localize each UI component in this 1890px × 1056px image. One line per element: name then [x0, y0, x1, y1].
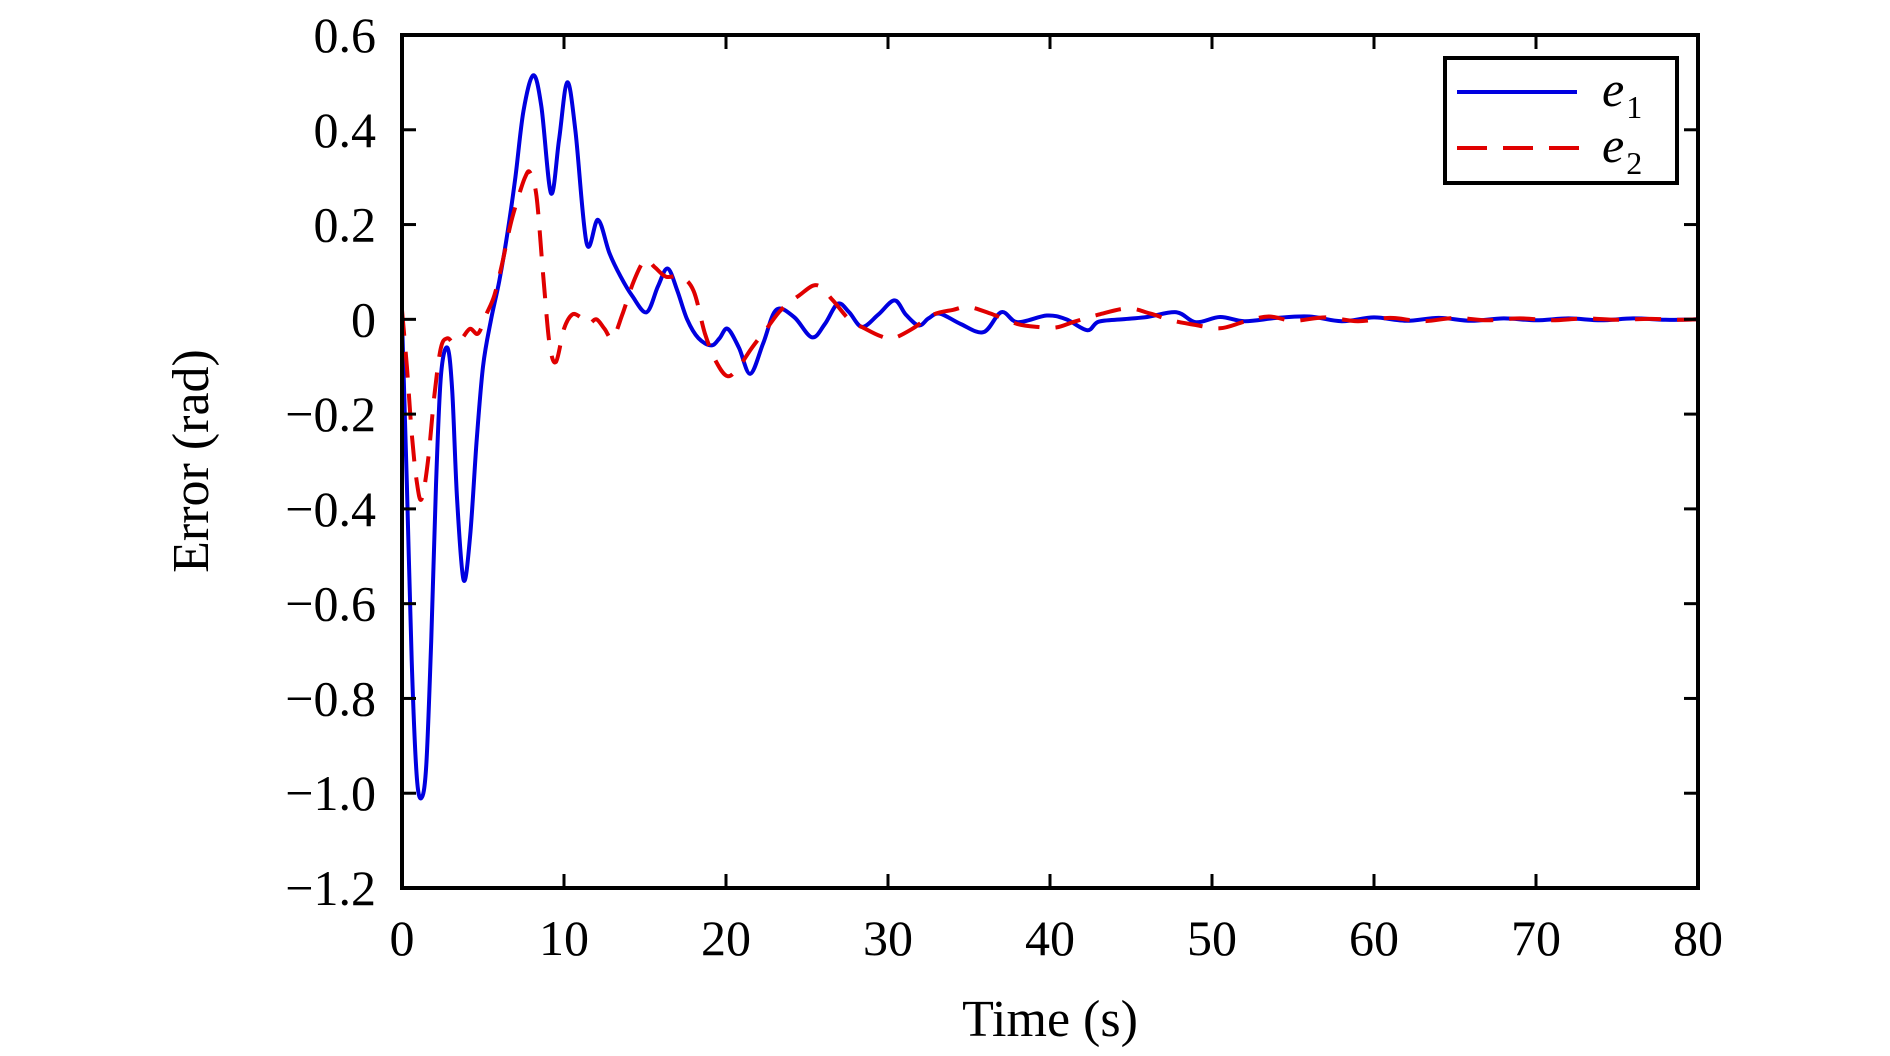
x-axis-label: Time (s)	[962, 991, 1138, 1048]
y-tick-label: 0.2	[314, 197, 377, 253]
legend-e2-label: e2	[1602, 117, 1642, 181]
x-tick-label: 50	[1187, 910, 1237, 966]
y-tick-label: −1.0	[285, 765, 376, 821]
x-tick-label: 80	[1673, 910, 1723, 966]
x-tick-label: 0	[390, 910, 415, 966]
legend: e1 e2	[1443, 56, 1679, 185]
x-tick-label: 40	[1025, 910, 1075, 966]
x-axis-ticks: 0 10 20 30 40 50 60 70 80	[390, 35, 1723, 966]
x-tick-label: 10	[539, 910, 589, 966]
y-tick-label: −0.8	[285, 670, 376, 726]
y-tick-label: −0.6	[285, 576, 376, 632]
y-tick-label: 0.4	[314, 102, 377, 158]
y-tick-label: −0.2	[285, 386, 376, 442]
y-tick-label: 0.6	[314, 7, 377, 63]
x-tick-label: 60	[1349, 910, 1399, 966]
legend-e1-label: e1	[1602, 61, 1642, 125]
y-tick-label: 0	[351, 291, 376, 347]
legend-box	[1443, 56, 1679, 185]
y-tick-label: −1.2	[285, 860, 376, 916]
series-e2-line	[402, 169, 1698, 502]
x-tick-label: 30	[863, 910, 913, 966]
x-tick-label: 70	[1511, 910, 1561, 966]
series-e1-line	[402, 73, 1698, 801]
x-tick-label: 20	[701, 910, 751, 966]
plot-series	[402, 73, 1698, 801]
y-tick-label: −0.4	[285, 481, 376, 537]
y-axis-label: Error (rad)	[163, 349, 220, 573]
y-axis-ticks: 0.6 0.4 0.2 0 −0.2 −0.4 −0.6 −0.8 −1.0 −1.2	[285, 7, 1698, 916]
